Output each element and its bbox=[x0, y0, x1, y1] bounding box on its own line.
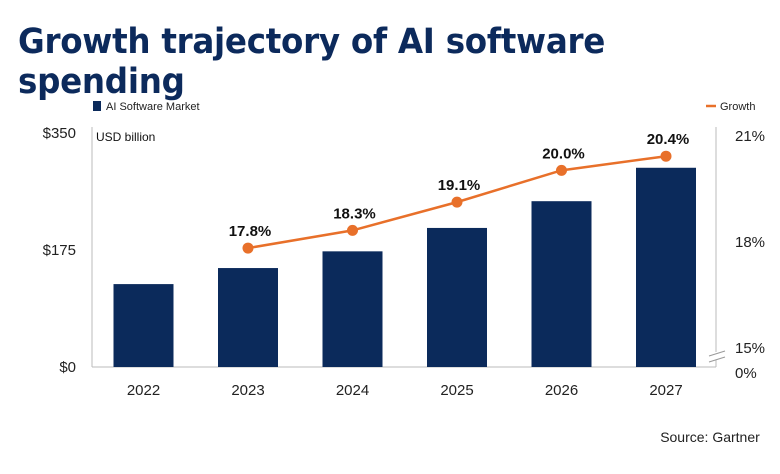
bar-2024 bbox=[322, 251, 383, 367]
bar-2026 bbox=[531, 201, 592, 367]
growth-point bbox=[242, 242, 254, 254]
growth-data-label: 19.1% bbox=[438, 177, 481, 194]
right-tick-label: 18% bbox=[735, 234, 765, 251]
x-tick-label: 2024 bbox=[336, 382, 369, 399]
x-tick-label: 2023 bbox=[231, 382, 264, 399]
bar-2023 bbox=[218, 268, 278, 367]
axis-break-mark bbox=[708, 356, 726, 363]
source-label: Source: Gartner bbox=[660, 429, 760, 445]
left-tick-label: $175 bbox=[43, 242, 76, 259]
growth-data-label: 17.8% bbox=[229, 223, 272, 240]
legend-bar-label: AI Software Market bbox=[106, 101, 200, 113]
legend-bar-swatch bbox=[93, 101, 101, 111]
legend-line-label: Growth bbox=[720, 101, 755, 113]
x-tick-label: 2027 bbox=[649, 382, 682, 399]
x-tick-label: 2022 bbox=[127, 382, 160, 399]
growth-data-label: 18.3% bbox=[333, 205, 376, 222]
right-tick-label: 21% bbox=[735, 128, 765, 145]
right-tick-label: 0% bbox=[735, 365, 757, 382]
growth-data-label: 20.4% bbox=[647, 131, 690, 148]
bar-2027 bbox=[636, 167, 696, 367]
left-tick-label: $0 bbox=[59, 359, 76, 376]
bar-2025 bbox=[427, 227, 487, 367]
growth-point bbox=[556, 164, 567, 176]
chart-title: Growth trajectory of AI software spendin… bbox=[18, 22, 606, 102]
axis-break-mark bbox=[708, 350, 726, 357]
growth-point bbox=[660, 150, 672, 162]
bar-2022 bbox=[113, 284, 174, 367]
x-tick-label: 2025 bbox=[440, 382, 473, 399]
right-tick-label: 15% bbox=[735, 340, 765, 357]
left-tick-label: $350 bbox=[43, 125, 76, 142]
left-axis-unit: USD billion bbox=[96, 130, 155, 144]
growth-point bbox=[451, 196, 463, 208]
growth-point bbox=[347, 224, 358, 236]
growth-data-label: 20.0% bbox=[542, 145, 585, 162]
x-tick-label: 2026 bbox=[545, 382, 578, 399]
